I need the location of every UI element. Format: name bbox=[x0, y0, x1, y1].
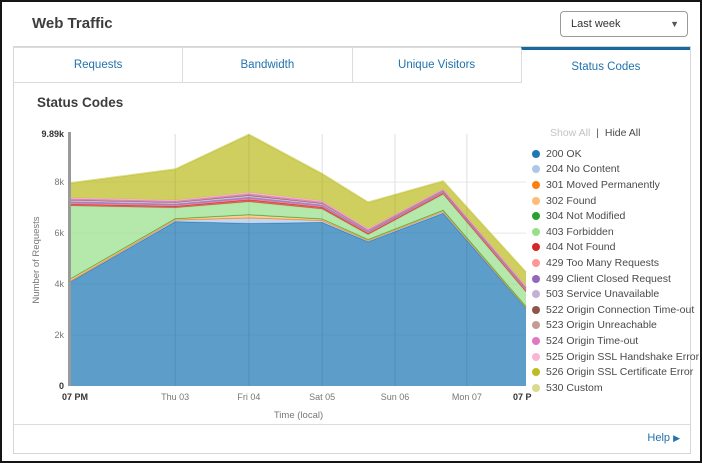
y-axis-labels: 9.89k 8k 6k 4k 2k 0 bbox=[41, 129, 65, 391]
svg-text:Sun 06: Sun 06 bbox=[381, 392, 410, 402]
chart-legend: Show All | Hide All 200 OK 204 No Content… bbox=[532, 127, 699, 396]
widget-header: Web Traffic Last week ▼ bbox=[2, 2, 700, 46]
tab-unique-visitors[interactable]: Unique Visitors bbox=[351, 47, 521, 83]
legend-item-304[interactable]: 304 Not Modified bbox=[532, 208, 684, 224]
legend-item-429[interactable]: 429 Too Many Requests bbox=[532, 255, 684, 271]
svg-text:Mon 07: Mon 07 bbox=[452, 392, 482, 402]
svg-text:Sat 05: Sat 05 bbox=[309, 392, 335, 402]
legend-dot-301 bbox=[532, 180, 540, 189]
legend-item-525[interactable]: 525 Origin SSL Handshake Error bbox=[532, 349, 699, 365]
legend-dot-404 bbox=[532, 243, 540, 252]
status-codes-panel: Status Codes 9.89k 8k 6k 4k 2k 0 07 PM Thu 03 Fr… bbox=[14, 83, 699, 424]
legend-dot-499 bbox=[532, 274, 540, 283]
legend-item-302[interactable]: 302 Found bbox=[532, 193, 684, 209]
legend-item-200[interactable]: 200 OK bbox=[532, 146, 684, 162]
legend-label: 503 Service Unavailable bbox=[546, 288, 660, 301]
x-axis-title: Time (local) bbox=[274, 410, 323, 421]
legend-item-403[interactable]: 403 Forbidden bbox=[532, 224, 684, 240]
legend-dot-200 bbox=[532, 149, 540, 158]
legend-item-524[interactable]: 524 Origin Time-out bbox=[532, 333, 684, 349]
legend-item-301[interactable]: 301 Moved Permanently bbox=[532, 177, 684, 193]
legend-dot-526 bbox=[532, 368, 540, 377]
legend-label: 522 Origin Connection Time-out bbox=[546, 303, 695, 316]
help-arrow-icon: ▶ bbox=[673, 433, 680, 443]
tab-status-codes[interactable]: Status Codes bbox=[520, 47, 690, 83]
svg-text:07 PM: 07 PM bbox=[513, 392, 532, 402]
area-403 bbox=[71, 194, 526, 307]
chevron-down-icon: ▼ bbox=[670, 19, 679, 29]
chart-area: 9.89k 8k 6k 4k 2k 0 07 PM Thu 03 Fri 04 Sat 05 Sun… bbox=[27, 126, 539, 431]
svg-text:8k: 8k bbox=[54, 177, 64, 187]
help-label: Help bbox=[647, 432, 671, 444]
legend-dot-523 bbox=[532, 321, 540, 330]
legend-dot-403 bbox=[532, 227, 540, 236]
legend-label: 301 Moved Permanently bbox=[546, 178, 660, 191]
svg-text:6k: 6k bbox=[54, 228, 64, 238]
svg-text:9.89k: 9.89k bbox=[41, 129, 65, 139]
tab-bandwidth[interactable]: Bandwidth bbox=[182, 47, 352, 83]
area-200 bbox=[71, 213, 526, 386]
legend-dot-503 bbox=[532, 290, 540, 299]
svg-text:0: 0 bbox=[59, 381, 64, 391]
time-range-value: Last week bbox=[571, 18, 621, 30]
svg-text:Thu 03: Thu 03 bbox=[161, 392, 189, 402]
legend-label: 403 Forbidden bbox=[546, 225, 614, 238]
traffic-card: Requests Bandwidth Unique Visitors Statu… bbox=[13, 46, 699, 454]
stacked-areas bbox=[70, 133, 527, 386]
y-axis-line bbox=[68, 132, 71, 386]
svg-text:07 PM: 07 PM bbox=[62, 392, 88, 402]
legend-label: 525 Origin SSL Handshake Error bbox=[546, 350, 700, 363]
legend-dot-524 bbox=[532, 336, 540, 345]
legend-dot-302 bbox=[532, 196, 540, 205]
tab-bar: Requests Bandwidth Unique Visitors Statu… bbox=[14, 47, 690, 83]
legend-item-503[interactable]: 503 Service Unavailable bbox=[532, 286, 684, 302]
legend-item-522[interactable]: 522 Origin Connection Time-out bbox=[532, 302, 694, 318]
svg-text:2k: 2k bbox=[54, 330, 64, 340]
legend-label: 204 No Content bbox=[546, 163, 620, 176]
legend-item-530[interactable]: 530 Custom bbox=[532, 380, 684, 396]
help-link[interactable]: Help ▶ bbox=[647, 432, 680, 444]
legend-dot-204 bbox=[532, 165, 540, 174]
legend-label: 526 Origin SSL Certificate Error bbox=[546, 366, 694, 379]
legend-label: 524 Origin Time-out bbox=[546, 334, 639, 347]
legend-dot-522 bbox=[532, 305, 540, 314]
area-526 bbox=[71, 134, 526, 287]
legend-item-499[interactable]: 499 Client Closed Request bbox=[532, 271, 684, 287]
legend-item-404[interactable]: 404 Not Found bbox=[532, 240, 684, 256]
svg-text:4k: 4k bbox=[54, 279, 64, 289]
svg-text:Fri 04: Fri 04 bbox=[237, 392, 260, 402]
legend-label: 304 Not Modified bbox=[546, 210, 626, 223]
legend-item-526[interactable]: 526 Origin SSL Certificate Error bbox=[532, 364, 693, 380]
legend-label: 404 Not Found bbox=[546, 241, 616, 254]
page-title: Web Traffic bbox=[32, 15, 113, 32]
legend-dot-530 bbox=[532, 383, 540, 392]
legend-label: 200 OK bbox=[546, 147, 582, 160]
legend-controls: Show All | Hide All bbox=[532, 127, 684, 139]
tab-requests[interactable]: Requests bbox=[14, 47, 183, 83]
y-axis-title: Number of Requests bbox=[31, 216, 42, 303]
show-all-button[interactable]: Show All bbox=[550, 127, 591, 139]
legend-label: 530 Custom bbox=[546, 381, 603, 394]
time-range-dropdown[interactable]: Last week ▼ bbox=[560, 11, 688, 37]
legend-dot-304 bbox=[532, 212, 540, 221]
legend-dot-429 bbox=[532, 258, 540, 267]
chart-title: Status Codes bbox=[37, 95, 124, 110]
legend-list: 200 OK 204 No Content 301 Moved Permanentl… bbox=[532, 146, 699, 396]
x-axis-labels: 07 PM Thu 03 Fri 04 Sat 05 Sun 06 Mon 07 07 PM bbox=[62, 392, 539, 402]
legend-label: 302 Found bbox=[546, 194, 597, 207]
legend-label: 429 Too Many Requests bbox=[546, 256, 660, 269]
hide-all-button[interactable]: Hide All bbox=[604, 127, 641, 139]
card-footer: Help ▶ bbox=[14, 424, 690, 453]
gridlines-overlay bbox=[174, 134, 468, 386]
legend-dot-525 bbox=[532, 352, 540, 361]
legend-item-204[interactable]: 204 No Content bbox=[532, 162, 684, 178]
legend-label: 499 Client Closed Request bbox=[546, 272, 671, 285]
legend-item-523[interactable]: 523 Origin Unreachable bbox=[532, 318, 684, 334]
legend-separator: | bbox=[596, 127, 599, 139]
legend-label: 523 Origin Unreachable bbox=[546, 319, 657, 332]
